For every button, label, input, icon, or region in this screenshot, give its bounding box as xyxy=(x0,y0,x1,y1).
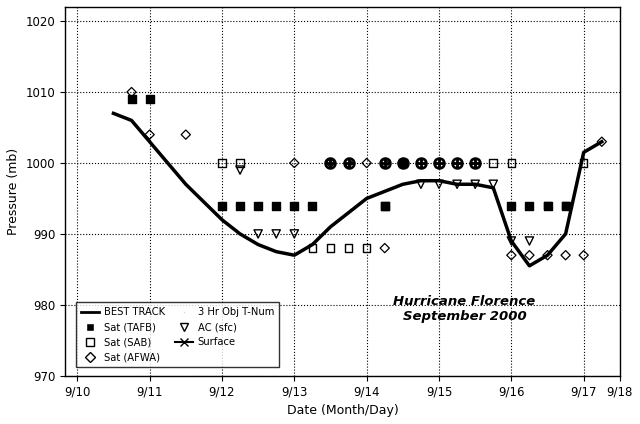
Sat (TAFB) xyxy=(307,202,317,209)
Sat (SAB) xyxy=(362,245,372,251)
Sat (SAB) xyxy=(235,159,245,166)
Sat (TAFB) xyxy=(380,202,390,209)
Sat (TAFB) xyxy=(217,202,227,209)
Sat (TAFB) xyxy=(524,202,534,209)
Sat (TAFB) xyxy=(397,159,408,166)
Sat (AFWA) xyxy=(380,245,390,251)
Sat (AFWA) xyxy=(127,89,137,95)
BEST TRACK xyxy=(254,242,262,247)
Sat (AFWA) xyxy=(145,131,155,138)
AC (sfc) xyxy=(416,181,426,188)
AC (sfc) xyxy=(253,231,263,237)
BEST TRACK xyxy=(326,224,334,229)
Sat (AFWA) xyxy=(325,159,335,166)
Text: Hurricane Florence
September 2000: Hurricane Florence September 2000 xyxy=(394,296,536,324)
BEST TRACK xyxy=(164,160,172,165)
AC (sfc) xyxy=(488,181,499,188)
Sat (TAFB) xyxy=(145,96,155,103)
Sat (SAB) xyxy=(543,202,553,209)
BEST TRACK xyxy=(562,232,570,237)
BEST TRACK xyxy=(508,238,515,243)
Sat (AFWA) xyxy=(506,252,516,259)
Sat (TAFB) xyxy=(235,202,245,209)
BEST TRACK xyxy=(525,263,533,268)
Sat (SAB) xyxy=(506,159,516,166)
BEST TRACK xyxy=(218,217,226,222)
Sat (AFWA) xyxy=(543,252,553,259)
BEST TRACK xyxy=(363,196,371,201)
BEST TRACK xyxy=(291,253,298,258)
AC (sfc) xyxy=(434,181,444,188)
AC (sfc) xyxy=(271,231,282,237)
BEST TRACK xyxy=(417,178,425,183)
Sat (SAB) xyxy=(488,159,499,166)
Sat (TAFB) xyxy=(271,202,282,209)
AC (sfc) xyxy=(524,237,534,244)
BEST TRACK xyxy=(471,182,479,187)
Sat (AFWA) xyxy=(579,252,589,259)
Sat (SAB) xyxy=(416,159,426,166)
X-axis label: Date (Month/Day): Date (Month/Day) xyxy=(287,404,398,417)
Sat (AFWA) xyxy=(596,138,607,145)
BEST TRACK xyxy=(345,210,353,215)
Sat (SAB) xyxy=(397,159,408,166)
BEST TRACK xyxy=(146,139,154,144)
Sat (SAB) xyxy=(217,159,227,166)
Sat (SAB) xyxy=(380,159,390,166)
Sat (TAFB) xyxy=(561,202,571,209)
Sat (TAFB) xyxy=(380,202,390,209)
BEST TRACK xyxy=(580,150,588,155)
Sat (TAFB) xyxy=(506,202,516,209)
AC (sfc) xyxy=(506,237,516,244)
Sat (TAFB) xyxy=(253,202,263,209)
Sat (TAFB) xyxy=(127,96,137,103)
Sat (SAB) xyxy=(470,159,480,166)
AC (sfc) xyxy=(470,181,480,188)
Sat (SAB) xyxy=(325,245,335,251)
BEST TRACK xyxy=(490,185,497,190)
Y-axis label: Pressure (mb): Pressure (mb) xyxy=(7,148,20,235)
Sat (AFWA) xyxy=(397,159,408,166)
Sat (AFWA) xyxy=(180,131,191,138)
Sat (SAB) xyxy=(434,159,444,166)
BEST TRACK xyxy=(236,232,244,237)
Sat (SAB) xyxy=(307,245,317,251)
Sat (SAB) xyxy=(579,159,589,166)
Sat (SAB) xyxy=(561,202,571,209)
Sat (AFWA) xyxy=(380,159,390,166)
Sat (TAFB) xyxy=(289,202,300,209)
Sat (AFWA) xyxy=(397,159,408,166)
Line: BEST TRACK: BEST TRACK xyxy=(113,113,602,266)
Legend: BEST TRACK, Sat (TAFB), Sat (SAB), Sat (AFWA), 3 Hr Obj T-Num, AC (sfc), Surface: BEST TRACK, Sat (TAFB), Sat (SAB), Sat (… xyxy=(76,302,279,367)
BEST TRACK xyxy=(399,182,406,187)
Sat (SAB) xyxy=(344,245,354,251)
BEST TRACK xyxy=(308,242,316,247)
BEST TRACK xyxy=(273,249,280,254)
BEST TRACK xyxy=(200,199,208,204)
AC (sfc) xyxy=(452,181,462,188)
Sat (TAFB) xyxy=(543,202,553,209)
Sat (AFWA) xyxy=(289,159,300,166)
AC (sfc) xyxy=(235,167,245,173)
Sat (AFWA) xyxy=(344,159,354,166)
BEST TRACK xyxy=(182,182,189,187)
BEST TRACK xyxy=(598,139,605,144)
BEST TRACK xyxy=(109,111,117,116)
BEST TRACK xyxy=(128,118,136,123)
BEST TRACK xyxy=(544,253,552,258)
BEST TRACK xyxy=(381,189,388,194)
BEST TRACK xyxy=(435,178,443,183)
Sat (AFWA) xyxy=(362,159,372,166)
AC (sfc) xyxy=(289,231,300,237)
Sat (AFWA) xyxy=(524,252,534,259)
BEST TRACK xyxy=(453,182,461,187)
Sat (AFWA) xyxy=(561,252,571,259)
